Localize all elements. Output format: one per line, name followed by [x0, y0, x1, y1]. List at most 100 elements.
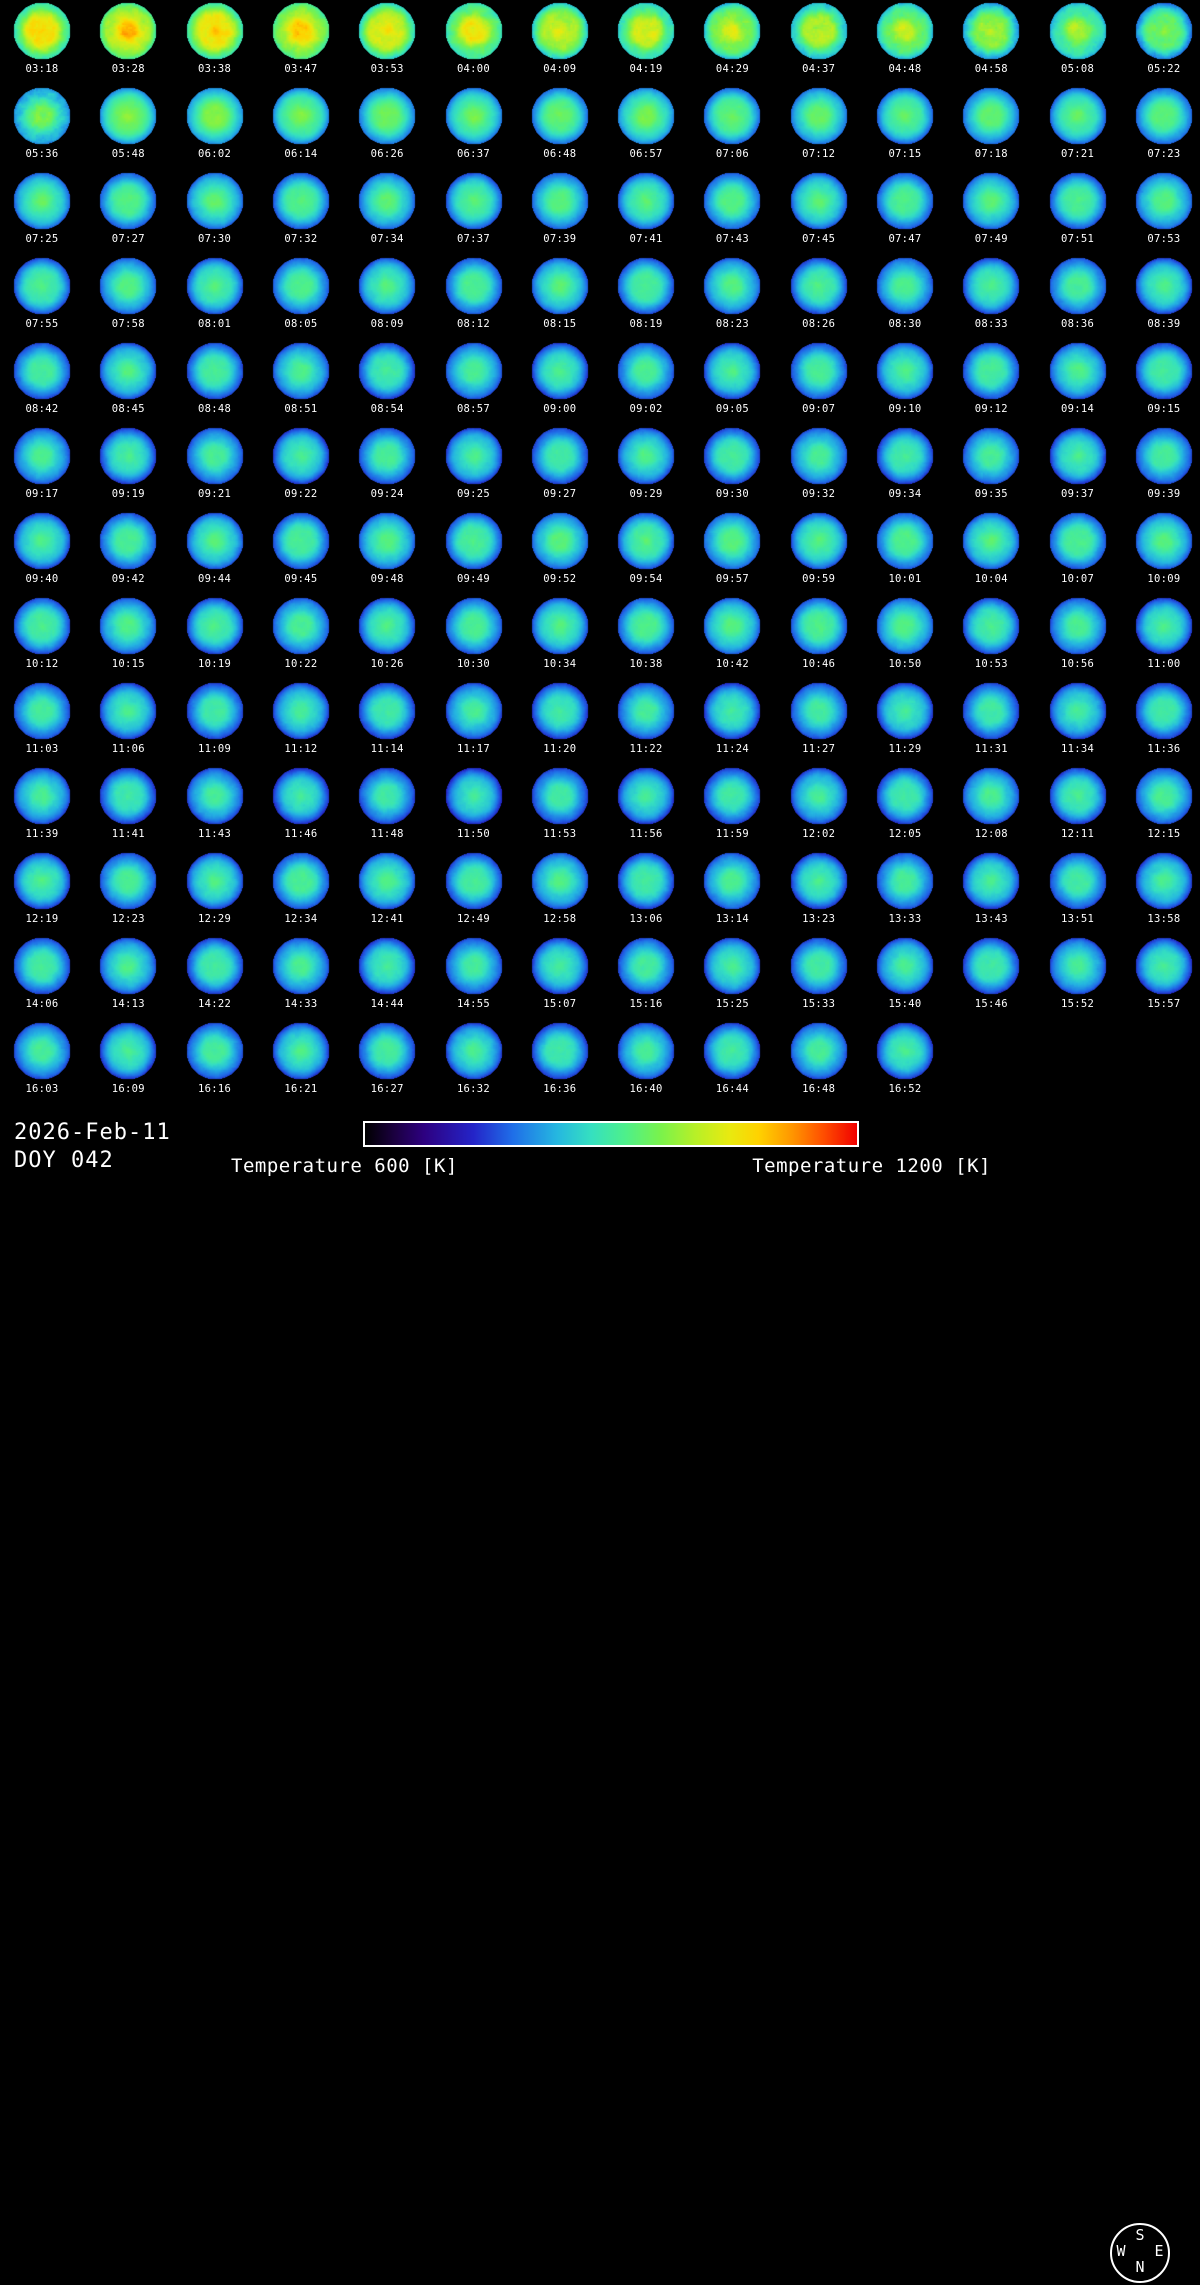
frame-cell[interactable]: 11:27 — [776, 680, 862, 765]
frame-cell[interactable]: 11:50 — [431, 765, 517, 850]
frame-cell[interactable]: 09:14 — [1035, 340, 1121, 425]
frame-cell[interactable]: 11:17 — [431, 680, 517, 765]
solar-disk[interactable] — [530, 257, 589, 315]
solar-disk[interactable] — [358, 172, 417, 230]
frame-cell[interactable]: 11:48 — [344, 765, 430, 850]
frame-cell[interactable]: 08:19 — [603, 255, 689, 340]
frame-cell[interactable]: 15:25 — [689, 935, 775, 1020]
solar-disk[interactable] — [13, 852, 71, 910]
solar-disk[interactable] — [1048, 342, 1107, 400]
frame-cell[interactable]: 09:22 — [258, 425, 344, 510]
solar-disk[interactable] — [789, 427, 848, 485]
solar-disk[interactable] — [962, 2, 1021, 60]
solar-disk[interactable] — [703, 172, 762, 230]
solar-disk[interactable] — [358, 682, 417, 740]
frame-cell[interactable]: 16:09 — [85, 1020, 171, 1105]
frame-cell[interactable]: 05:36 — [0, 85, 85, 170]
frame-cell[interactable]: 03:38 — [172, 0, 258, 85]
solar-disk[interactable] — [789, 682, 848, 740]
solar-disk[interactable] — [530, 1022, 589, 1080]
frame-cell[interactable]: 08:33 — [948, 255, 1034, 340]
frame-cell[interactable]: 14:13 — [85, 935, 171, 1020]
frame-cell[interactable]: 07:45 — [776, 170, 862, 255]
solar-disk[interactable] — [789, 512, 848, 570]
solar-disk[interactable] — [962, 257, 1021, 315]
solar-disk[interactable] — [1134, 682, 1193, 740]
frame-cell[interactable]: 08:42 — [0, 340, 85, 425]
frame-cell[interactable]: 11:20 — [517, 680, 603, 765]
frame-cell[interactable]: 09:24 — [344, 425, 430, 510]
frame-cell[interactable]: 07:23 — [1121, 85, 1200, 170]
frame-cell[interactable]: 04:37 — [776, 0, 862, 85]
solar-disk[interactable] — [530, 597, 589, 655]
solar-disk[interactable] — [789, 852, 848, 910]
frame-cell[interactable]: 10:07 — [1035, 510, 1121, 595]
solar-disk[interactable] — [962, 682, 1021, 740]
frame-cell[interactable]: 07:21 — [1035, 85, 1121, 170]
solar-disk[interactable] — [444, 937, 503, 995]
solar-disk[interactable] — [358, 2, 417, 60]
frame-cell[interactable]: 11:41 — [85, 765, 171, 850]
solar-disk[interactable] — [530, 512, 589, 570]
frame-cell[interactable]: 11:31 — [948, 680, 1034, 765]
frame-cell[interactable]: 09:10 — [862, 340, 948, 425]
solar-disk[interactable] — [962, 852, 1021, 910]
solar-disk[interactable] — [703, 682, 762, 740]
frame-cell[interactable]: 09:15 — [1121, 340, 1200, 425]
frame-cell[interactable]: 08:39 — [1121, 255, 1200, 340]
frame-cell[interactable]: 12:08 — [948, 765, 1034, 850]
solar-disk[interactable] — [703, 427, 762, 485]
frame-cell[interactable]: 13:33 — [862, 850, 948, 935]
frame-cell[interactable]: 07:39 — [517, 170, 603, 255]
solar-disk[interactable] — [358, 597, 417, 655]
frame-cell[interactable]: 12:05 — [862, 765, 948, 850]
frame-cell[interactable]: 07:51 — [1035, 170, 1121, 255]
frame-cell[interactable]: 10:15 — [85, 595, 171, 680]
solar-disk[interactable] — [789, 597, 848, 655]
frame-cell[interactable]: 08:30 — [862, 255, 948, 340]
frame-cell[interactable]: 15:33 — [776, 935, 862, 1020]
frame-cell[interactable]: 10:12 — [0, 595, 85, 680]
frame-cell[interactable]: 06:57 — [603, 85, 689, 170]
solar-disk[interactable] — [617, 512, 676, 570]
solar-disk[interactable] — [185, 937, 244, 995]
solar-disk[interactable] — [99, 2, 158, 60]
solar-disk[interactable] — [617, 937, 676, 995]
frame-cell[interactable]: 03:47 — [258, 0, 344, 85]
solar-disk[interactable] — [13, 257, 71, 315]
solar-disk[interactable] — [1048, 87, 1107, 145]
solar-disk[interactable] — [1048, 852, 1107, 910]
frame-cell[interactable]: 16:44 — [689, 1020, 775, 1105]
frame-cell[interactable]: 09:07 — [776, 340, 862, 425]
solar-disk[interactable] — [99, 852, 158, 910]
frame-cell[interactable]: 06:02 — [172, 85, 258, 170]
frame-cell[interactable]: 10:22 — [258, 595, 344, 680]
solar-disk[interactable] — [1134, 767, 1193, 825]
solar-disk[interactable] — [185, 257, 244, 315]
frame-cell[interactable]: 10:26 — [344, 595, 430, 680]
frame-cell[interactable]: 09:21 — [172, 425, 258, 510]
solar-disk[interactable] — [99, 172, 158, 230]
solar-disk[interactable] — [185, 852, 244, 910]
frame-cell[interactable]: 10:56 — [1035, 595, 1121, 680]
solar-disk[interactable] — [876, 512, 934, 570]
frame-cell[interactable]: 06:37 — [431, 85, 517, 170]
solar-disk[interactable] — [271, 172, 330, 230]
solar-disk[interactable] — [271, 597, 330, 655]
solar-disk[interactable] — [13, 512, 71, 570]
solar-disk[interactable] — [703, 87, 762, 145]
solar-disk[interactable] — [876, 87, 934, 145]
frame-cell[interactable]: 09:29 — [603, 425, 689, 510]
frame-cell[interactable]: 07:43 — [689, 170, 775, 255]
frame-cell[interactable]: 11:43 — [172, 765, 258, 850]
frame-cell[interactable]: 14:44 — [344, 935, 430, 1020]
solar-disk[interactable] — [703, 2, 762, 60]
solar-disk[interactable] — [617, 597, 676, 655]
frame-cell[interactable]: 07:53 — [1121, 170, 1200, 255]
frame-cell[interactable]: 10:01 — [862, 510, 948, 595]
frame-cell[interactable]: 04:29 — [689, 0, 775, 85]
solar-disk[interactable] — [358, 852, 417, 910]
solar-disk[interactable] — [13, 172, 71, 230]
frame-cell[interactable]: 12:29 — [172, 850, 258, 935]
solar-disk[interactable] — [1134, 597, 1193, 655]
